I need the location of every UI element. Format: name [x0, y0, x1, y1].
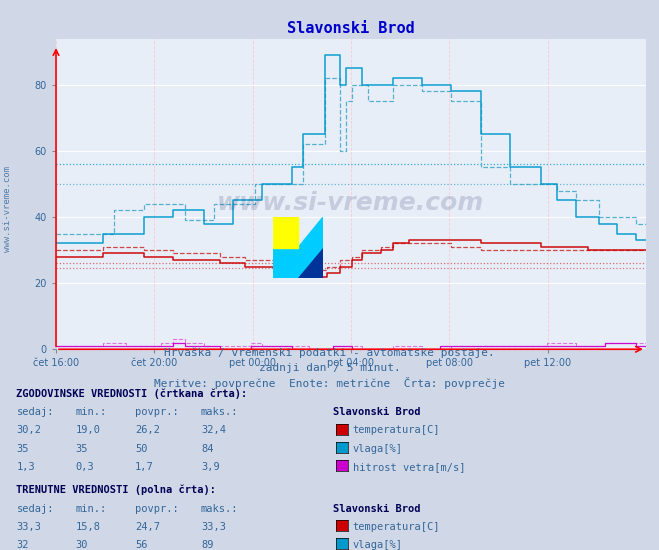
Text: min.:: min.: [76, 407, 107, 417]
Text: zadnji dan / 5 minut.: zadnji dan / 5 minut. [258, 363, 401, 373]
Text: Meritve: povprečne  Enote: metrične  Črta: povprečje: Meritve: povprečne Enote: metrične Črta:… [154, 377, 505, 389]
Text: 35: 35 [76, 443, 88, 454]
Text: www.si-vreme.com: www.si-vreme.com [3, 166, 13, 252]
Text: 32,4: 32,4 [201, 425, 226, 436]
Polygon shape [273, 217, 323, 278]
Text: 35: 35 [16, 443, 29, 454]
Text: 33,3: 33,3 [16, 521, 42, 532]
Text: sedaj:: sedaj: [16, 503, 54, 514]
Text: sedaj:: sedaj: [16, 407, 54, 417]
Text: 24,7: 24,7 [135, 521, 160, 532]
Text: 19,0: 19,0 [76, 425, 101, 436]
Text: 15,8: 15,8 [76, 521, 101, 532]
Text: Slavonski Brod: Slavonski Brod [333, 407, 420, 417]
Bar [273, 217, 298, 248]
Text: Hrvaška / vremenski podatki - avtomatske postaje.: Hrvaška / vremenski podatki - avtomatske… [164, 348, 495, 358]
Text: 50: 50 [135, 443, 148, 454]
Text: 89: 89 [201, 540, 214, 550]
Text: 30: 30 [76, 540, 88, 550]
Text: 1,7: 1,7 [135, 461, 154, 472]
Text: maks.:: maks.: [201, 407, 239, 417]
Text: 33,3: 33,3 [201, 521, 226, 532]
Text: 26,2: 26,2 [135, 425, 160, 436]
Text: 3,9: 3,9 [201, 461, 219, 472]
Text: ZGODOVINSKE VREDNOSTI (črtkana črta):: ZGODOVINSKE VREDNOSTI (črtkana črta): [16, 389, 248, 399]
Text: 0,3: 0,3 [76, 461, 94, 472]
Text: TRENUTNE VREDNOSTI (polna črta):: TRENUTNE VREDNOSTI (polna črta): [16, 485, 216, 496]
Text: temperatura[C]: temperatura[C] [353, 425, 440, 436]
Text: 32: 32 [16, 540, 29, 550]
Text: 56: 56 [135, 540, 148, 550]
Text: maks.:: maks.: [201, 503, 239, 514]
Text: min.:: min.: [76, 503, 107, 514]
Text: vlaga[%]: vlaga[%] [353, 540, 403, 550]
Text: 30,2: 30,2 [16, 425, 42, 436]
Polygon shape [298, 248, 323, 278]
Text: Slavonski Brod: Slavonski Brod [333, 503, 420, 514]
Text: 1,3: 1,3 [16, 461, 35, 472]
Text: vlaga[%]: vlaga[%] [353, 443, 403, 454]
Text: www.si-vreme.com: www.si-vreme.com [217, 191, 484, 215]
Title: Slavonski Brod: Slavonski Brod [287, 21, 415, 36]
Text: temperatura[C]: temperatura[C] [353, 521, 440, 532]
Text: 84: 84 [201, 443, 214, 454]
Text: povpr.:: povpr.: [135, 407, 179, 417]
Text: povpr.:: povpr.: [135, 503, 179, 514]
Text: hitrost vetra[m/s]: hitrost vetra[m/s] [353, 461, 465, 472]
